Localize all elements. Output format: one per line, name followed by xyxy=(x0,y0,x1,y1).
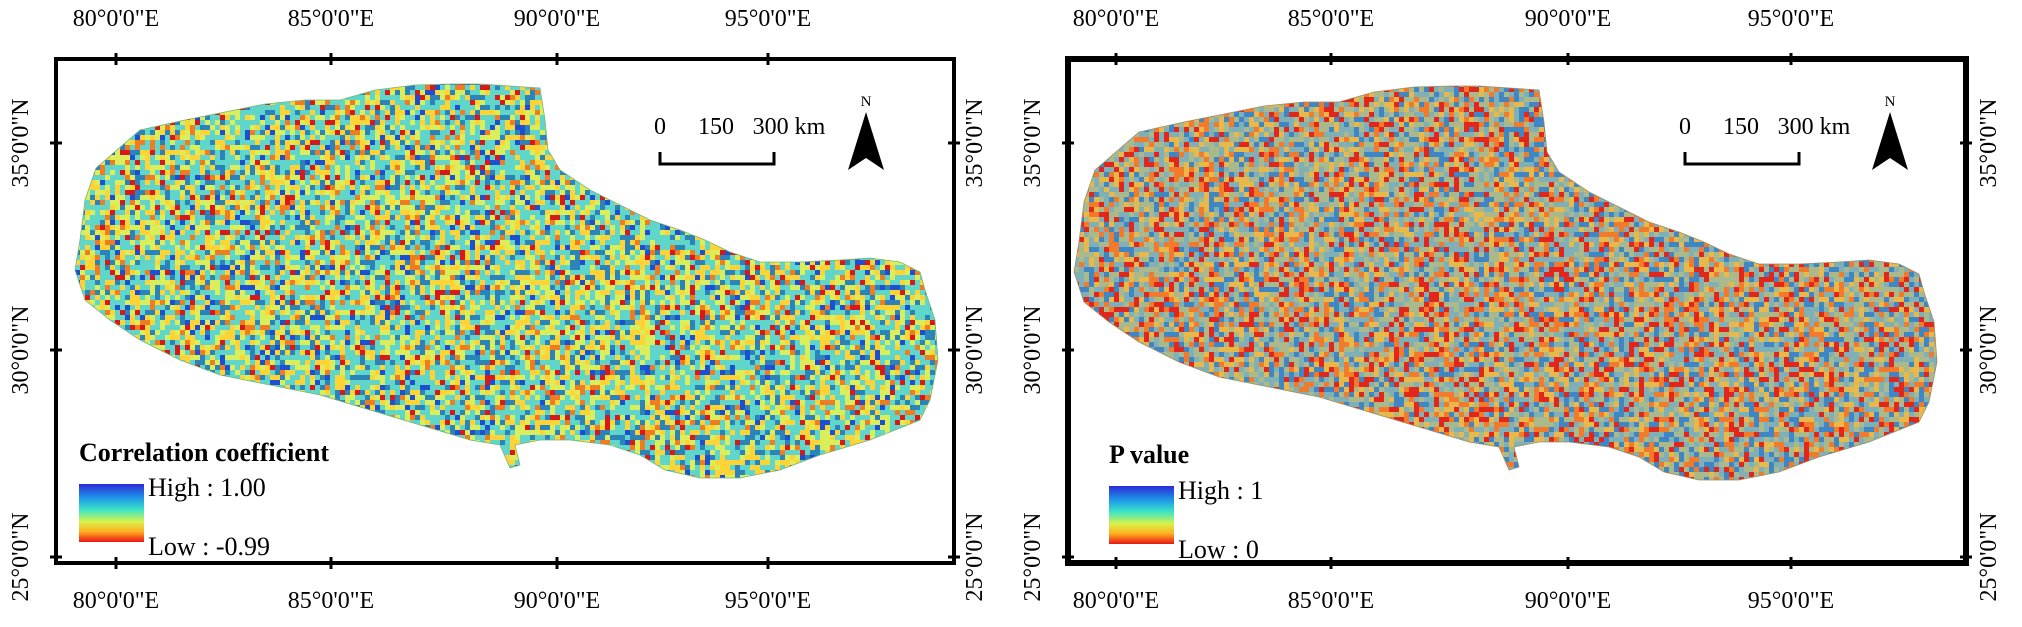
pvalue-map-svg: 80°0'0"E 85°0'0"E 90°0'0"E 95°0'0"E 80°0… xyxy=(1011,0,2022,627)
legend-high-label: High : 1.00 xyxy=(148,473,266,502)
bottom-tick-label: 90°0'0"E xyxy=(514,588,600,614)
correlation-map-svg: 80°0'0"E 85°0'0"E 90°0'0"E 95°0'0"E 80°0… xyxy=(8,6,988,614)
legend-low-label: Low : 0 xyxy=(1178,535,1259,564)
bottom-tick-label: 95°0'0"E xyxy=(1748,588,1834,614)
north-label: N xyxy=(1885,94,1896,110)
right-tick-label: 30°0'0"N xyxy=(962,305,988,394)
legend-title: Correlation coefficient xyxy=(79,438,329,467)
top-tick-label: 80°0'0"E xyxy=(1073,6,1159,32)
right-tick-label: 35°0'0"N xyxy=(1976,98,2002,187)
left-tick-label: 35°0'0"N xyxy=(8,98,34,187)
top-tick-label: 90°0'0"E xyxy=(1525,6,1611,32)
right-tick-label: 30°0'0"N xyxy=(1976,305,2002,394)
scale-bar-label: 300 km xyxy=(753,114,826,140)
pvalue-map-panel: 80°0'0"E 85°0'0"E 90°0'0"E 95°0'0"E 80°0… xyxy=(1011,0,2022,627)
legend-title: P value xyxy=(1109,440,1189,469)
north-label: N xyxy=(861,94,872,110)
legend-color-ramp xyxy=(79,484,144,542)
legend: Correlation coefficient High : 1.00 Low … xyxy=(79,438,329,561)
bottom-tick-label: 80°0'0"E xyxy=(1073,588,1159,614)
correlation-map-panel: 80°0'0"E 85°0'0"E 90°0'0"E 95°0'0"E 80°0… xyxy=(8,6,988,614)
top-tick-label: 80°0'0"E xyxy=(73,6,159,32)
top-tick-label: 85°0'0"E xyxy=(1288,6,1374,32)
legend: P value High : 1 Low : 0 xyxy=(1109,440,1263,564)
map-frame xyxy=(54,57,956,565)
scale-bar-label: 150 xyxy=(698,114,734,140)
legend-high-label: High : 1 xyxy=(1178,476,1263,505)
bottom-tick-label: 95°0'0"E xyxy=(725,588,811,614)
scale-bar-label: 0 xyxy=(654,114,666,140)
left-tick-label: 35°0'0"N xyxy=(1020,98,1046,187)
scale-bar-label: 0 xyxy=(1679,114,1691,140)
legend-low-label: Low : -0.99 xyxy=(148,532,270,561)
north-arrow-icon: N xyxy=(848,94,884,170)
bottom-tick-label: 85°0'0"E xyxy=(288,588,374,614)
right-tick-label: 25°0'0"N xyxy=(1976,512,2002,601)
top-tick-label: 95°0'0"E xyxy=(725,6,811,32)
scale-bar-label: 150 xyxy=(1723,114,1759,140)
left-tick-label: 30°0'0"N xyxy=(1020,305,1046,394)
right-tick-label: 25°0'0"N xyxy=(962,512,988,601)
scale-bar-label: 300 km xyxy=(1778,114,1851,140)
legend-color-ramp xyxy=(1109,486,1174,544)
left-tick-label: 25°0'0"N xyxy=(8,512,34,601)
left-tick-label: 30°0'0"N xyxy=(8,305,34,394)
bottom-tick-label: 90°0'0"E xyxy=(1525,588,1611,614)
bottom-tick-label: 85°0'0"E xyxy=(1288,588,1374,614)
scale-bar: 0 150 300 km xyxy=(1679,114,1851,166)
north-arrow-icon: N xyxy=(1872,94,1908,170)
map-frame xyxy=(1065,56,1969,566)
top-tick-label: 85°0'0"E xyxy=(288,6,374,32)
top-tick-label: 95°0'0"E xyxy=(1748,6,1834,32)
top-tick-label: 90°0'0"E xyxy=(514,6,600,32)
scale-bar: 0 150 300 km xyxy=(654,114,826,166)
right-tick-label: 35°0'0"N xyxy=(962,98,988,187)
left-tick-label: 25°0'0"N xyxy=(1020,512,1046,601)
bottom-tick-label: 80°0'0"E xyxy=(73,588,159,614)
